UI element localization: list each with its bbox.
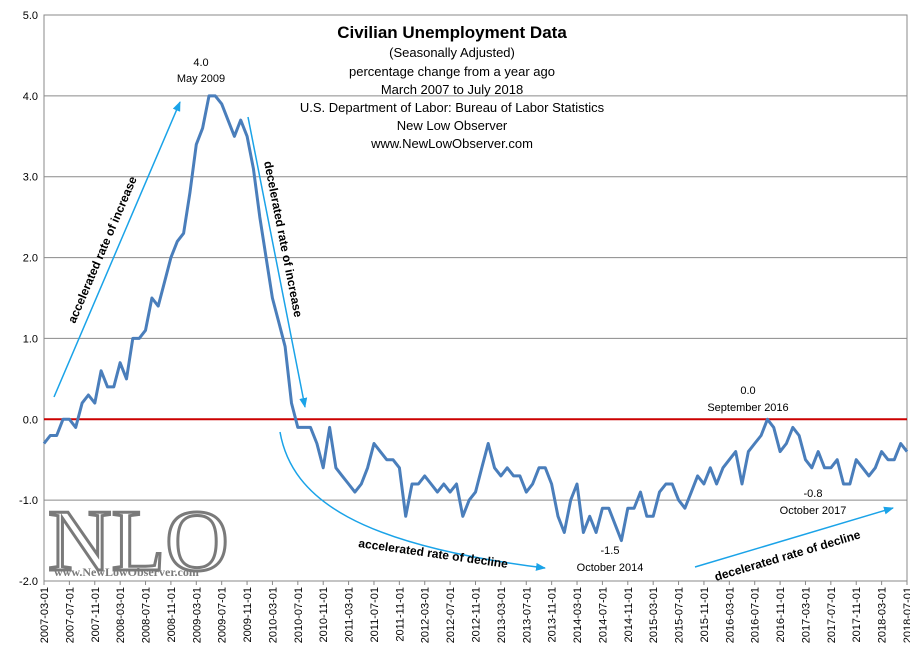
y-tick-label: 4.0 bbox=[23, 91, 38, 103]
x-tick-label: 2008-03-01 bbox=[115, 587, 127, 643]
x-tick-label: 2015-07-01 bbox=[674, 587, 686, 643]
subtitle-line: New Low Observer bbox=[397, 118, 508, 133]
x-tick-label: 2011-03-01 bbox=[344, 587, 356, 642]
x-tick-label: 2012-11-01 bbox=[471, 587, 483, 642]
x-tick-label: 2013-07-01 bbox=[521, 587, 533, 643]
logo-text: NLO bbox=[48, 493, 229, 590]
x-tick-label: 2007-07-01 bbox=[64, 587, 76, 643]
oct17-value-label: -0.8 bbox=[804, 488, 823, 500]
y-tick-label: 0.0 bbox=[23, 414, 38, 426]
sep-value-label: 0.0 bbox=[740, 385, 755, 397]
x-tick-label: 2009-07-01 bbox=[217, 587, 229, 643]
peak-date-label: May 2009 bbox=[177, 73, 225, 85]
chart-title: Civilian Unemployment Data bbox=[337, 23, 567, 42]
subtitle-line: www.NewLowObserver.com bbox=[370, 136, 533, 151]
x-tick-label: 2010-07-01 bbox=[293, 587, 305, 643]
x-tick-label: 2016-11-01 bbox=[775, 587, 787, 642]
y-tick-label: 1.0 bbox=[23, 333, 38, 345]
subtitle-line: percentage change from a year ago bbox=[349, 64, 555, 79]
x-tick-label: 2014-03-01 bbox=[572, 587, 584, 643]
x-tick-label: 2008-11-01 bbox=[166, 587, 178, 642]
title-block: Civilian Unemployment Data (Seasonally A… bbox=[300, 23, 605, 151]
low-value-label: -1.5 bbox=[601, 545, 620, 557]
x-tick-label: 2013-03-01 bbox=[496, 587, 508, 643]
x-tick-label: 2009-11-01 bbox=[242, 587, 254, 642]
x-tick-label: 2013-11-01 bbox=[547, 587, 559, 642]
x-tick-label: 2014-11-01 bbox=[623, 587, 635, 642]
x-tick-label: 2010-11-01 bbox=[318, 587, 330, 642]
peak-value-label: 4.0 bbox=[193, 57, 208, 69]
sep-date-label: September 2016 bbox=[707, 402, 788, 414]
x-tick-label: 2010-03-01 bbox=[267, 587, 279, 643]
oct17-date-label: October 2017 bbox=[780, 505, 847, 517]
x-tick-label: 2009-03-01 bbox=[191, 587, 203, 643]
x-tick-label: 2015-11-01 bbox=[699, 587, 711, 642]
x-tick-label: 2016-03-01 bbox=[724, 587, 736, 643]
series-line bbox=[42, 94, 909, 543]
x-tick-label: 2007-03-01 bbox=[39, 587, 51, 643]
x-tick-label: 2014-07-01 bbox=[597, 587, 609, 643]
x-tick-label: 2017-03-01 bbox=[800, 587, 812, 643]
x-tick-label: 2012-03-01 bbox=[420, 587, 432, 643]
arrow-decel-increase bbox=[247, 116, 308, 408]
subtitle-line: U.S. Department of Labor: Bureau of Labo… bbox=[300, 100, 605, 115]
x-tick-label: 2018-07-01 bbox=[902, 587, 910, 643]
y-axis-ticks: 5.0 4.0 3.0 2.0 1.0 0.0 -1.0 -2.0 bbox=[19, 10, 38, 588]
logo-url: www.NewLowObserver.com bbox=[54, 565, 199, 579]
gridlines bbox=[44, 95, 907, 501]
y-tick-label: 2.0 bbox=[23, 253, 38, 265]
arrow-accel-increase bbox=[53, 101, 181, 398]
nlo-logo: NLO www.NewLowObserver.com bbox=[47, 492, 231, 592]
x-tick-label: 2017-07-01 bbox=[826, 587, 838, 643]
arrow-accel-decline bbox=[279, 431, 546, 571]
x-tick-label: 2017-11-01 bbox=[851, 587, 863, 642]
y-tick-label: 5.0 bbox=[23, 10, 38, 22]
y-tick-label: -1.0 bbox=[19, 495, 38, 507]
point-annotations: 4.0 May 2009 -1.5 October 2014 0.0 Septe… bbox=[177, 57, 846, 574]
low-date-label: October 2014 bbox=[577, 562, 644, 574]
x-tick-label: 2008-07-01 bbox=[141, 587, 153, 643]
y-tick-label: -2.0 bbox=[19, 576, 38, 588]
x-tick-label: 2015-03-01 bbox=[648, 587, 660, 643]
subtitle-line: (Seasonally Adjusted) bbox=[389, 45, 515, 60]
x-tick-label: 2011-07-01 bbox=[369, 587, 381, 642]
trend-arrows bbox=[53, 101, 894, 571]
subtitle-line: March 2007 to July 2018 bbox=[381, 82, 523, 97]
y-tick-label: 3.0 bbox=[23, 172, 38, 184]
x-tick-label: 2018-03-01 bbox=[877, 587, 889, 643]
x-tick-label: 2016-07-01 bbox=[750, 587, 762, 643]
x-tick-label: 2007-11-01 bbox=[90, 587, 102, 642]
x-axis-ticks: 2007-03-01 2007-07-01 2007-11-01 2008-03-01… bbox=[39, 581, 910, 643]
arrow-decel-decline bbox=[694, 506, 894, 568]
x-tick-label: 2012-07-01 bbox=[445, 587, 457, 643]
x-tick-label: 2011-11-01 bbox=[394, 587, 406, 642]
